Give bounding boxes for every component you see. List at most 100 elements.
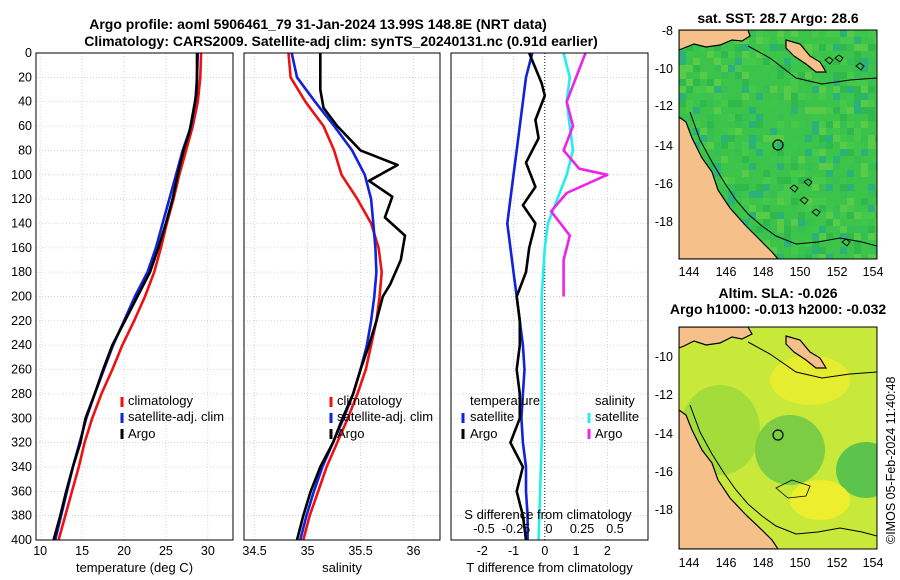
- salinity-difference-axis-label: S difference from climatology: [464, 507, 632, 522]
- lon-tick-label: 148: [753, 556, 774, 570]
- sst-pixel: [756, 198, 763, 205]
- sst-pixel: [756, 51, 763, 58]
- sst-pixel: [826, 233, 833, 240]
- sst-pixel: [868, 107, 875, 114]
- sst-pixel: [819, 212, 826, 219]
- sst-pixel: [679, 93, 686, 100]
- salinity-legend: climatology satellite-adj. clim Argo: [329, 393, 433, 441]
- sst-pixel: [756, 191, 763, 198]
- sla-map-subtitle: Argo h1000: -0.013 h2000: -0.032: [670, 301, 887, 317]
- sst-pixel: [826, 163, 833, 170]
- sst-pixel: [840, 107, 847, 114]
- sst-pixel: [847, 93, 854, 100]
- lat-tick-label: -14: [655, 427, 673, 441]
- difference-profile-panel: -2 -1 0 1 2 T difference from climatology: [450, 52, 649, 575]
- series-line-temperature-argo: [509, 52, 547, 541]
- sst-pixel: [749, 58, 756, 65]
- sst-pixel: [791, 79, 798, 86]
- sst-pixel: [812, 240, 819, 247]
- x-tick-label: -2: [477, 544, 488, 558]
- sst-pixel: [854, 128, 861, 135]
- sst-pixel: [847, 86, 854, 93]
- sst-pixel: [798, 254, 805, 259]
- sst-pixel: [742, 44, 749, 51]
- sst-pixel: [791, 93, 798, 100]
- sst-pixel: [798, 226, 805, 233]
- sst-pixel: [777, 156, 784, 163]
- sst-pixel: [819, 128, 826, 135]
- sst-pixel: [784, 149, 791, 156]
- sst-pixel: [819, 149, 826, 156]
- sla-map: Altim. SLA: -0.026 Argo h1000: -0.013 h2…: [655, 285, 887, 570]
- sst-pixel: [875, 191, 877, 198]
- sst-pixel: [812, 212, 819, 219]
- sst-pixel: [833, 44, 840, 51]
- sst-pixel: [770, 128, 777, 135]
- sst-pixel: [763, 30, 770, 37]
- sst-map-lon-ticks: 144 146 148 150 152 154: [679, 265, 884, 279]
- sst-pixel: [798, 156, 805, 163]
- sst-pixel: [854, 93, 861, 100]
- legend-label-temp-satellite: satellite: [470, 409, 514, 424]
- sst-pixel: [805, 135, 812, 142]
- sst-pixel: [840, 142, 847, 149]
- sst-pixel: [847, 198, 854, 205]
- sst-pixel: [686, 107, 693, 114]
- difference-salinity-legend: salinity satellite Argo: [587, 393, 639, 441]
- sst-pixel: [777, 93, 784, 100]
- sst-pixel: [770, 191, 777, 198]
- x-tick-label: -1: [508, 544, 519, 558]
- sst-pixel: [805, 107, 812, 114]
- sst-pixel: [749, 191, 756, 198]
- lon-tick-label: 154: [863, 265, 884, 279]
- lat-tick-label: -14: [655, 139, 673, 153]
- x-tick-label: 1: [573, 544, 580, 558]
- sst-pixel: [735, 184, 742, 191]
- reef-outline: [811, 208, 821, 217]
- sst-pixel: [812, 177, 819, 184]
- sst-pixel: [742, 198, 749, 205]
- sst-pixel: [777, 135, 784, 142]
- sst-pixel: [791, 142, 798, 149]
- sst-pixel: [840, 72, 847, 79]
- sst-pixel: [861, 107, 868, 114]
- sst-pixel: [847, 156, 854, 163]
- sst-pixel: [812, 233, 819, 240]
- sst-pixel: [868, 114, 875, 121]
- sst-pixel: [833, 128, 840, 135]
- x-tick-label: 20: [117, 544, 131, 558]
- lon-tick-label: 154: [863, 556, 884, 570]
- sst-pixel: [721, 58, 728, 65]
- land-queensland: [679, 409, 779, 549]
- reef-outline: [803, 178, 813, 187]
- sst-pixel: [861, 219, 868, 226]
- sst-pixel: [847, 128, 854, 135]
- sst-pixel: [875, 142, 877, 149]
- salinity-profile-panel: 34.5 35 35.5 36 salinity: [242, 52, 441, 575]
- sst-pixel: [798, 219, 805, 226]
- salinity-difference-ticks: -0.5 -0.25 0 0.25 0.5: [473, 522, 624, 536]
- sst-pixel: [700, 128, 707, 135]
- sst-pixel: [777, 149, 784, 156]
- lon-tick-label: 146: [716, 556, 737, 570]
- sst-pixel: [791, 100, 798, 107]
- sst-pixel: [840, 177, 847, 184]
- sst-pixel: [784, 156, 791, 163]
- sst-pixel: [742, 149, 749, 156]
- sst-pixel: [770, 177, 777, 184]
- sst-pixel: [854, 86, 861, 93]
- sst-pixel: [791, 30, 798, 37]
- sst-pixel: [686, 86, 693, 93]
- sst-pixel: [826, 30, 833, 37]
- sst-pixel: [868, 72, 875, 79]
- sst-pixel: [854, 72, 861, 79]
- sst-pixel: [728, 100, 735, 107]
- sst-pixel: [833, 30, 840, 37]
- sst-pixel: [735, 100, 742, 107]
- sst-pixel: [826, 212, 833, 219]
- sst-pixel: [840, 205, 847, 212]
- sst-pixel: [840, 226, 847, 233]
- sst-pixel: [854, 142, 861, 149]
- sst-pixel: [812, 128, 819, 135]
- lat-tick-label: -12: [655, 99, 673, 113]
